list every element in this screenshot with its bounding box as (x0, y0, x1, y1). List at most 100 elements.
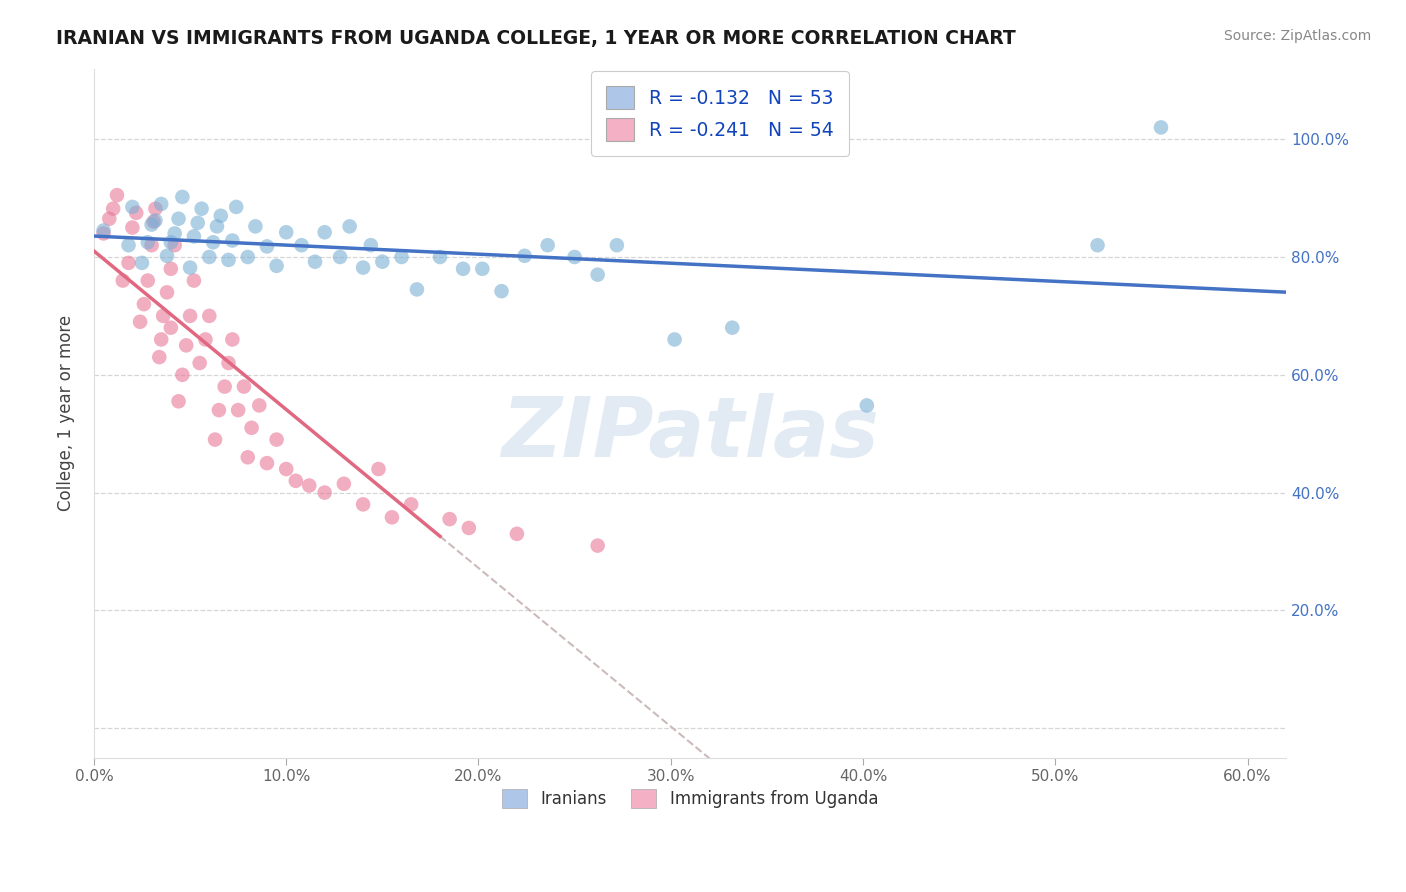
Point (179, 260, 201, 275)
Point (174, 338, 197, 352)
Point (163, 238, 186, 252)
Text: IRANIAN VS IMMIGRANTS FROM UGANDA COLLEGE, 1 YEAR OR MORE CORRELATION CHART: IRANIAN VS IMMIGRANTS FROM UGANDA COLLEG… (56, 29, 1017, 48)
Point (290, 238, 312, 252)
Point (148, 350, 170, 364)
Point (190, 202, 212, 216)
Point (183, 229, 205, 244)
Point (187, 216, 209, 230)
Point (439, 512, 461, 526)
Point (93, 223, 115, 237)
Point (172, 190, 194, 204)
Point (202, 235, 225, 250)
Point (381, 510, 404, 524)
Point (188, 356, 211, 370)
Point (183, 274, 205, 288)
Point (221, 234, 243, 248)
Point (333, 476, 356, 491)
Point (93, 227, 115, 241)
Point (111, 274, 134, 288)
Point (132, 297, 155, 311)
Point (131, 256, 153, 270)
Point (142, 214, 165, 228)
Point (371, 254, 394, 268)
Point (160, 320, 183, 334)
Point (152, 309, 174, 323)
Point (506, 526, 529, 541)
Y-axis label: College, 1 year or more: College, 1 year or more (58, 315, 75, 511)
Point (314, 225, 336, 239)
Point (606, 238, 628, 252)
Point (160, 261, 183, 276)
Point (198, 250, 221, 264)
Point (163, 227, 186, 241)
Point (208, 403, 231, 417)
Point (276, 462, 298, 476)
Point (221, 333, 243, 347)
Point (105, 188, 128, 202)
Point (236, 450, 259, 465)
Point (513, 249, 536, 263)
Point (406, 282, 429, 296)
Point (129, 315, 152, 329)
Point (205, 219, 228, 234)
Point (537, 238, 560, 252)
Point (451, 261, 474, 276)
Point (304, 254, 326, 268)
Point (429, 250, 451, 264)
Point (172, 368, 194, 382)
Point (245, 219, 267, 234)
Point (391, 250, 413, 264)
Point (856, 399, 879, 413)
Point (98, 211, 121, 226)
Point (457, 521, 479, 535)
Point (586, 539, 609, 553)
Point (471, 261, 494, 276)
Point (240, 421, 263, 435)
Point (664, 333, 686, 347)
Point (298, 478, 321, 492)
Point (145, 202, 167, 216)
Point (141, 218, 163, 232)
Legend: Iranians, Immigrants from Uganda: Iranians, Immigrants from Uganda (495, 783, 884, 814)
Point (232, 379, 254, 393)
Point (367, 462, 389, 476)
Point (236, 250, 259, 264)
Point (276, 225, 298, 239)
Point (160, 235, 183, 250)
Point (150, 197, 173, 211)
Point (156, 285, 179, 300)
Point (179, 309, 201, 323)
Point (101, 202, 124, 216)
Point (225, 200, 247, 214)
Point (194, 333, 217, 347)
Point (360, 238, 382, 252)
Point (167, 211, 190, 226)
Point (284, 474, 307, 488)
Point (352, 497, 374, 511)
Point (204, 433, 226, 447)
Point (121, 220, 143, 235)
Point (150, 333, 173, 347)
Point (167, 394, 190, 409)
Point (266, 259, 288, 273)
Point (121, 200, 143, 214)
Point (117, 256, 139, 270)
Text: Source: ZipAtlas.com: Source: ZipAtlas.com (1223, 29, 1371, 44)
Point (214, 379, 236, 393)
Point (266, 433, 288, 447)
Point (141, 238, 163, 252)
Point (1150, 120, 1173, 135)
Point (198, 309, 221, 323)
Point (339, 219, 361, 234)
Point (491, 284, 513, 298)
Point (218, 252, 240, 267)
Point (314, 485, 336, 500)
Point (256, 239, 278, 253)
Point (136, 274, 159, 288)
Point (329, 250, 352, 264)
Point (586, 268, 609, 282)
Point (125, 206, 148, 220)
Point (564, 250, 586, 264)
Text: ZIPatlas: ZIPatlas (501, 393, 879, 475)
Point (156, 249, 179, 263)
